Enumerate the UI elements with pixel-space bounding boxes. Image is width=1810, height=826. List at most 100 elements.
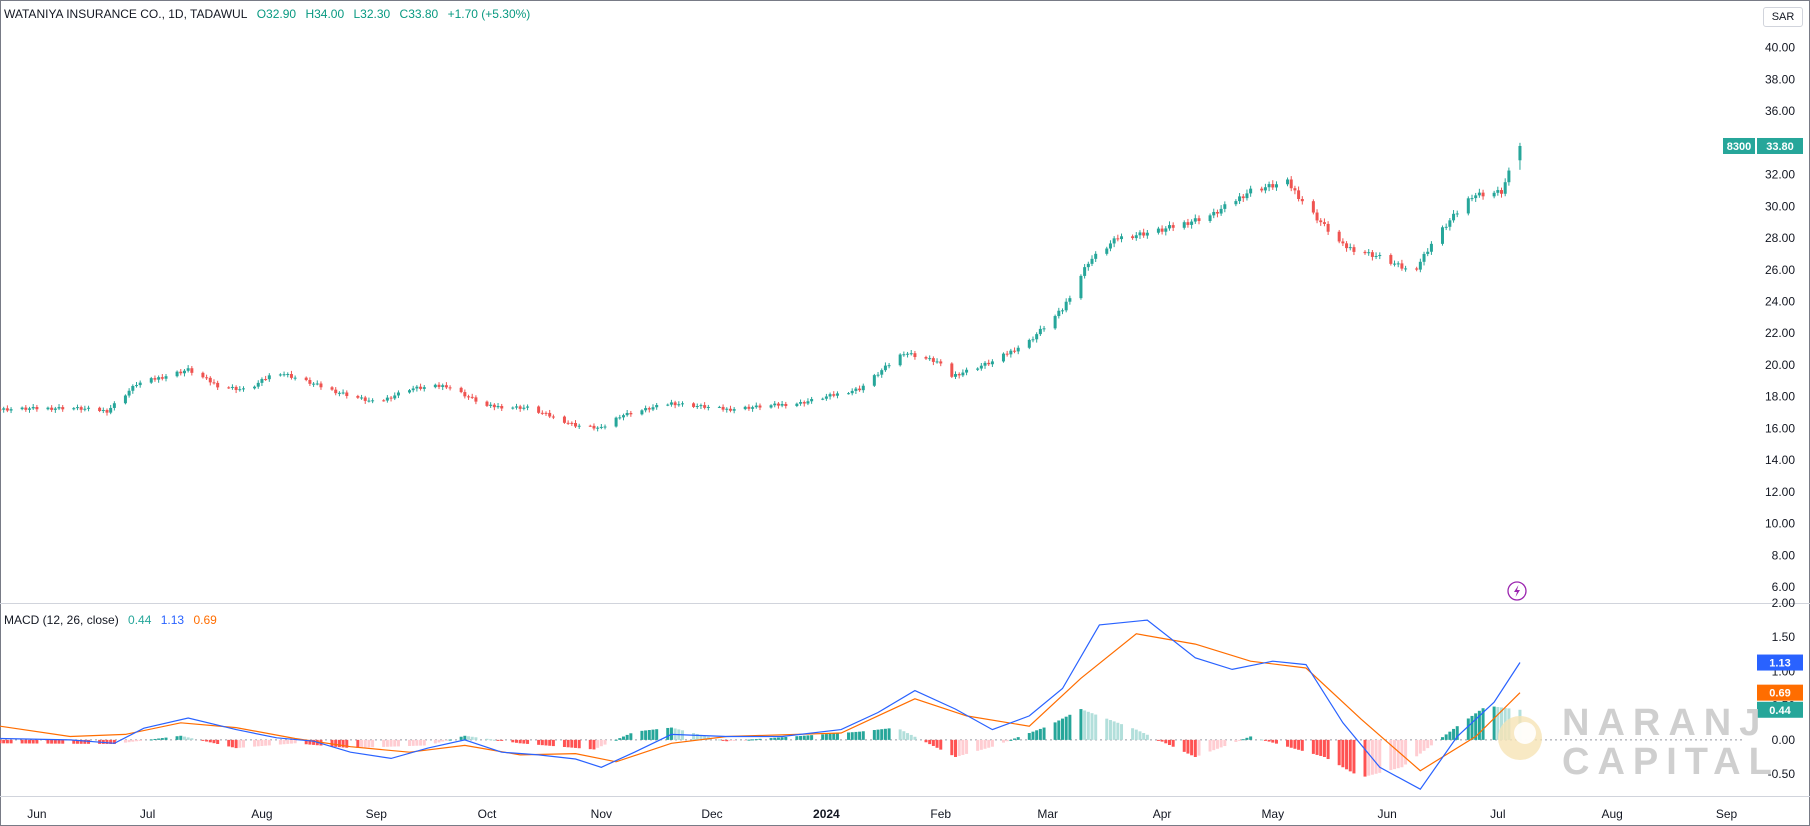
macd-histogram-bar: [312, 739, 316, 745]
macd-histogram-bar: [725, 739, 729, 742]
macd-histogram-bar: [1393, 739, 1397, 770]
macd-histogram-bar: [127, 739, 131, 743]
naranj-logo-icon: [1498, 716, 1542, 760]
price-tick-label: 20.00: [1765, 358, 1795, 372]
last-price-tag: [1757, 137, 1803, 154]
candle-body: [847, 393, 851, 395]
macd-histogram-bar: [61, 739, 65, 744]
candle-body: [485, 401, 489, 406]
candle-body: [754, 405, 758, 408]
candle-body: [9, 409, 13, 411]
macd-histogram-bar: [721, 739, 725, 741]
candle-body: [437, 384, 441, 387]
candle-body: [1507, 170, 1511, 183]
candle-body: [810, 399, 814, 402]
price-tick-label: 38.00: [1765, 72, 1795, 86]
macd-histogram-bar: [1260, 739, 1264, 741]
macd-histogram-bar: [149, 739, 153, 741]
candle-body: [190, 368, 194, 373]
candle-body: [1009, 350, 1013, 355]
candle-body: [1293, 188, 1297, 191]
price-tick-label: 28.00: [1765, 231, 1795, 245]
candle-body: [511, 407, 515, 409]
candle-body: [1444, 226, 1448, 228]
candle-body: [470, 396, 474, 398]
macd-histogram-bar: [1500, 707, 1504, 740]
macd-histogram-bar: [444, 739, 448, 741]
macd-histogram-bar: [669, 727, 673, 740]
candle-body: [389, 397, 393, 399]
macd-title[interactable]: MACD (12, 26, close): [4, 613, 119, 627]
candle-body: [175, 371, 179, 377]
candle-body: [858, 388, 862, 391]
candle-body: [592, 425, 596, 429]
candle-body: [1120, 236, 1124, 240]
candle-body: [728, 408, 732, 411]
candle-body: [123, 395, 127, 404]
macd-histogram-bar: [9, 739, 13, 744]
time-tick-label: Jul: [140, 807, 155, 821]
macd-histogram-bar: [1300, 739, 1304, 751]
candle-body: [758, 405, 762, 408]
candle-body: [880, 370, 884, 375]
macd-histogram-bar: [666, 727, 670, 740]
candle-body: [238, 389, 242, 391]
candle-body: [419, 386, 423, 389]
macd-histogram-bar: [544, 739, 548, 746]
candle-body: [1249, 188, 1253, 194]
macd-histogram-bar: [1389, 739, 1393, 771]
symbol-title[interactable]: WATANIYA INSURANCE CO., 1D, TADAWUL: [4, 7, 248, 21]
candle-body: [53, 408, 57, 410]
macd-histogram-bar: [53, 739, 57, 744]
macd-histogram-bar: [1289, 739, 1293, 748]
lightning-icon[interactable]: [1507, 581, 1527, 601]
ohlc-low: L32.30: [353, 7, 391, 21]
macd-histogram-bar: [570, 739, 574, 748]
macd-histogram-bar: [577, 739, 581, 749]
macd-histogram-bar: [1337, 739, 1341, 766]
macd-histogram-bar: [1001, 739, 1005, 743]
macd-histogram-bar: [1267, 739, 1271, 742]
candle-body: [887, 365, 891, 367]
macd-histogram-bar: [1422, 739, 1426, 751]
macd-histogram-bar: [961, 739, 965, 755]
macd-histogram-bar: [160, 738, 164, 740]
macd-histogram-bar: [433, 739, 437, 744]
time-tick-label: Aug: [1602, 807, 1623, 821]
macd-histogram-bar: [1027, 733, 1031, 740]
candle-body: [699, 405, 703, 407]
macd-pane: [0, 619, 1745, 790]
candle-body: [876, 374, 880, 376]
candle-body: [647, 408, 651, 410]
candle-body: [706, 406, 710, 408]
macd-histogram-bar: [1057, 720, 1061, 740]
macd-histogram-bar: [728, 739, 732, 741]
candle-body: [1219, 208, 1223, 214]
macd-histogram-bar: [256, 739, 260, 747]
macd-histogram-bar: [135, 739, 139, 742]
macd-histogram-bar: [599, 739, 603, 747]
macd-histogram-bar: [655, 729, 659, 740]
candle-body: [448, 387, 452, 389]
macd-histogram-bar: [411, 739, 415, 746]
candle-body: [957, 374, 961, 376]
macd-histogram-bar: [1345, 739, 1349, 770]
macd-histogram-bar: [415, 739, 419, 746]
currency-button[interactable]: SAR: [1763, 7, 1803, 27]
time-tick-label: Jul: [1490, 807, 1505, 821]
macd-histogram-bar: [1060, 718, 1064, 740]
macd-histogram-bar: [0, 739, 2, 744]
candle-body: [382, 400, 386, 402]
macd-histogram-bar: [1404, 739, 1408, 765]
candle-body: [234, 386, 238, 390]
candle-body: [743, 406, 747, 410]
candle-body: [1400, 263, 1404, 269]
candle-body: [599, 426, 603, 428]
time-tick-label: Dec: [701, 807, 722, 821]
price-tick-label: 24.00: [1765, 295, 1795, 309]
macd-histogram-bar: [1171, 739, 1175, 747]
macd-histogram-bar: [393, 739, 397, 747]
macd-histogram-bar: [776, 737, 780, 740]
macd-histogram-bar: [1238, 739, 1242, 741]
